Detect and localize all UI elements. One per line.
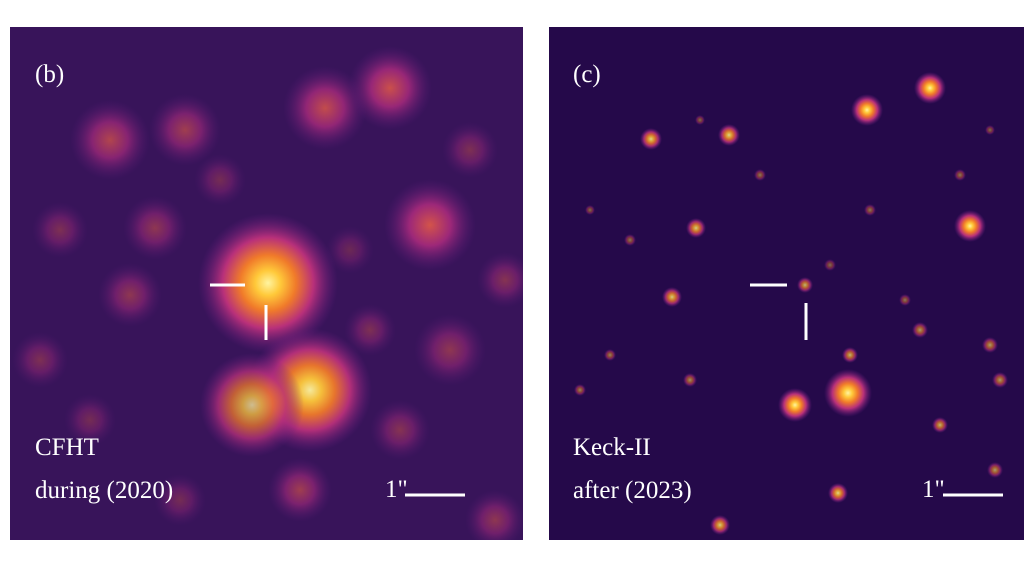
source <box>864 204 876 216</box>
source <box>695 115 705 125</box>
panel-c-sources <box>574 72 1008 535</box>
source <box>842 347 858 363</box>
source <box>98 263 162 327</box>
source <box>985 125 995 135</box>
telescope: CFHT <box>35 434 99 461</box>
source <box>268 458 332 522</box>
epoch: after (2023) <box>573 477 692 504</box>
source <box>683 373 697 387</box>
source <box>12 332 68 388</box>
source <box>851 94 883 126</box>
source <box>710 515 730 535</box>
panel-label: (c) <box>573 61 601 88</box>
source <box>32 202 88 258</box>
scale-label: 1" <box>385 476 408 503</box>
source <box>344 304 396 356</box>
source <box>370 400 430 460</box>
source <box>686 218 706 238</box>
source <box>824 259 836 271</box>
source <box>465 490 523 540</box>
source <box>149 94 221 166</box>
source <box>987 462 1003 478</box>
source <box>754 169 766 181</box>
source <box>414 314 486 386</box>
source <box>384 179 476 271</box>
source <box>954 169 966 181</box>
epoch: during (2020) <box>35 477 173 504</box>
telescope: Keck-II <box>573 434 651 461</box>
source <box>778 388 812 422</box>
source <box>477 252 523 308</box>
source <box>442 122 498 178</box>
source <box>194 154 246 206</box>
scale-label: 1" <box>922 476 945 503</box>
source <box>932 417 948 433</box>
source <box>828 483 848 503</box>
source <box>914 72 946 104</box>
source <box>326 226 374 274</box>
source <box>797 277 813 293</box>
panel-label: (b) <box>35 61 64 88</box>
source <box>585 205 595 215</box>
source <box>64 394 116 446</box>
source <box>954 210 986 242</box>
source <box>718 124 740 146</box>
source <box>70 100 150 180</box>
source <box>574 384 586 396</box>
source <box>624 234 636 246</box>
source <box>824 369 872 417</box>
source <box>283 66 367 150</box>
source <box>662 287 682 307</box>
panel-b-sources <box>12 46 523 540</box>
source <box>154 474 206 526</box>
source <box>604 349 616 361</box>
source <box>912 322 928 338</box>
source <box>198 213 338 353</box>
source <box>348 46 432 130</box>
source <box>992 372 1008 388</box>
source <box>899 294 911 306</box>
source <box>123 196 187 260</box>
source <box>640 128 662 150</box>
source <box>982 337 998 353</box>
source <box>200 353 304 457</box>
